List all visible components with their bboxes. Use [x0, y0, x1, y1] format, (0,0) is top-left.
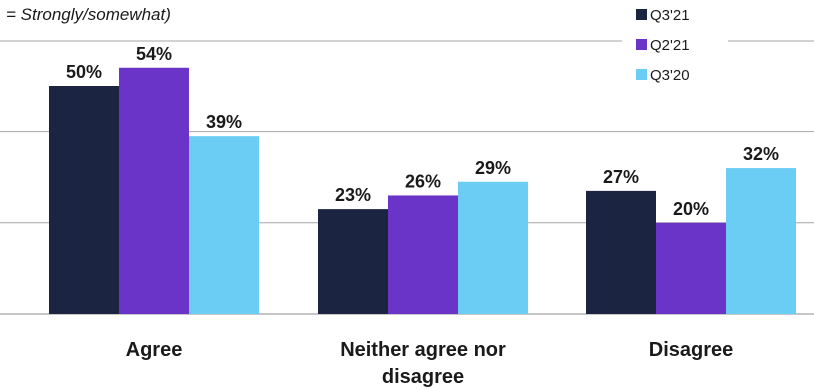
legend-label-0: Q3'21: [650, 7, 690, 24]
data-label-1-2: 29%: [475, 158, 511, 178]
legend: Q3'21 Q2'21 Q3'20: [636, 7, 690, 84]
bar-0-2: [189, 136, 259, 314]
data-label-2-2: 32%: [743, 144, 779, 164]
bar-2-1: [656, 222, 726, 314]
category-labels: Agree Neither agree nor disagree Disagree: [126, 339, 734, 388]
data-labels: 50% 23% 27% 54% 26% 20% 39% 29% 32%: [66, 44, 779, 219]
bar-1-1: [388, 195, 458, 314]
legend-label-2: Q3'20: [650, 67, 690, 84]
bar-1-2: [458, 181, 528, 314]
data-label-2-0: 27%: [603, 167, 639, 187]
bar-2-2: [726, 168, 796, 314]
legend-swatch-2: [636, 69, 647, 80]
bar-0-0: [49, 86, 119, 314]
legend-label-1: Q2'21: [650, 37, 690, 54]
chart-subtitle: = Strongly/somewhat): [6, 5, 171, 24]
bars: [49, 67, 796, 314]
category-label-0-0: Agree: [126, 339, 183, 361]
category-label-1-0: Neither agree nor: [340, 339, 506, 361]
bar-0-1: [119, 67, 189, 314]
data-label-0-2: 39%: [206, 112, 242, 132]
data-label-1-0: 23%: [335, 185, 371, 205]
category-label-1-1: disagree: [382, 366, 464, 388]
data-label-0-0: 50%: [66, 62, 102, 82]
data-label-0-1: 54%: [136, 44, 172, 64]
bar-2-0: [586, 190, 656, 314]
data-label-2-1: 20%: [673, 199, 709, 219]
bar-1-0: [318, 209, 388, 314]
legend-swatch-0: [636, 9, 647, 20]
legend-swatch-1: [636, 39, 647, 50]
category-label-2-0: Disagree: [649, 339, 734, 361]
data-label-1-1: 26%: [405, 171, 441, 191]
